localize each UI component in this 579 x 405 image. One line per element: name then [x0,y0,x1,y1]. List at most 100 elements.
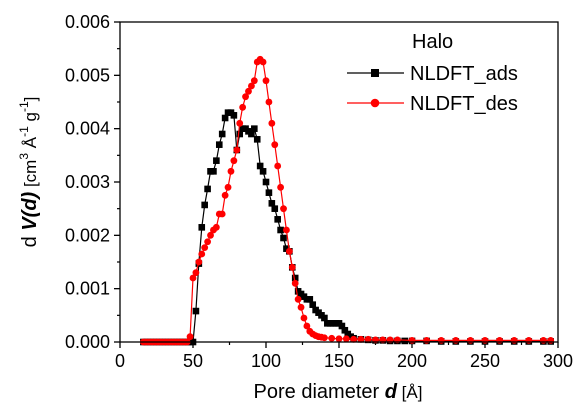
y-axis-title-sup3: 3 [17,153,31,160]
y-axis-title-angstrom: Å [21,136,40,153]
x-tick-label: 50 [183,351,203,371]
data-point [253,136,261,143]
data-point [230,157,238,165]
series-NLDFT_ads [140,109,554,346]
tick-labels: 0 50 100 150 200 250 300 0.000 0.001 0.002 0.003 0.… [65,12,573,371]
y-axis-title-supm1a: -1 [17,126,31,137]
legend-des-marker [370,98,380,108]
data-point [265,98,273,106]
data-point [192,269,200,277]
data-point [437,337,445,344]
y-tick-label: 0.006 [65,12,110,32]
data-point [297,303,305,311]
data-point [547,337,555,344]
data-point [540,337,547,344]
data-point [423,337,430,344]
data-point [248,130,255,138]
x-tick-label: 0 [115,351,125,371]
data-point [259,168,267,175]
data-point [204,185,211,193]
x-axis-title-main: Pore diameter [254,381,385,403]
data-point [268,200,276,207]
y-tick-label: 0.000 [65,332,110,352]
y-axis-title-close: ) [19,191,41,200]
data-point [341,326,349,334]
data-point [300,314,308,322]
data-point [525,337,533,344]
data-point [401,337,408,345]
data-point [467,337,474,344]
data-point [277,183,284,191]
data-point [262,77,270,85]
data-point [251,125,258,132]
data-point [280,234,287,242]
y-tick-label: 0.004 [65,119,110,139]
y-axis-title-unit-pre: [cm [21,160,40,192]
data-point [233,146,241,154]
x-tick-label: 100 [251,351,281,371]
x-axis-title-unit: [Å] [397,383,423,402]
y-axis-title: d V(d) [cm3 Å-1 g-1] [17,97,41,248]
data-point [338,322,346,330]
x-tick-label: 150 [324,351,354,371]
data-point [195,258,203,266]
data-point [452,337,460,344]
data-point [342,335,350,343]
x-tick-label: 300 [543,351,573,371]
data-point [215,141,223,148]
y-tick-label: 0.001 [65,279,110,299]
data-point [192,307,200,315]
data-point [236,119,244,127]
data-point [221,114,229,122]
data-point [189,274,197,282]
y-axis-title-unit-post: ] [21,97,40,102]
data-point [262,178,270,186]
legend-ads-marker [371,69,379,77]
data-point [239,103,247,111]
data-point [256,162,264,170]
data-point [309,301,317,308]
data-point [201,244,209,252]
data-point [236,130,244,138]
data-point [245,87,252,95]
data-point [230,112,238,119]
y-tick-label: 0.005 [65,65,110,85]
y-tick-label: 0.002 [65,225,110,245]
data-point [285,247,293,255]
legend-des-label: NLDFT_des [410,93,518,115]
data-point [198,250,206,258]
legend-entry-ads: NLDFT_ads [347,63,518,85]
data-point [280,205,287,213]
x-tick-label: 200 [397,351,427,371]
data-point [357,335,365,343]
y-tick-label: 0.003 [65,172,110,192]
data-point [510,337,518,344]
y-axis-title-supm1b: -1 [17,101,31,112]
legend-title: Halo [412,31,453,53]
data-point [186,333,194,341]
data-point [204,238,212,246]
y-axis-title-dvar: d [19,198,41,211]
data-point [221,191,229,199]
data-point [321,314,328,322]
legend-entry-des: NLDFT_des [347,93,518,115]
y-axis-title-open: ( [19,208,41,217]
data-point [213,157,220,164]
data-point [227,167,235,175]
data-point [265,189,273,196]
y-axis-title-d: d [19,231,41,248]
data-point [224,183,232,191]
data-point [335,335,343,343]
data-point [210,168,217,175]
data-point [271,141,279,149]
data-point [259,58,267,66]
plot-frame [119,21,559,343]
x-tick-label: 250 [470,351,500,371]
data-point [268,119,276,127]
data-point [481,337,489,344]
data-point [242,93,249,101]
data-point [321,334,328,342]
data-point [294,295,302,303]
data-point [248,82,255,90]
